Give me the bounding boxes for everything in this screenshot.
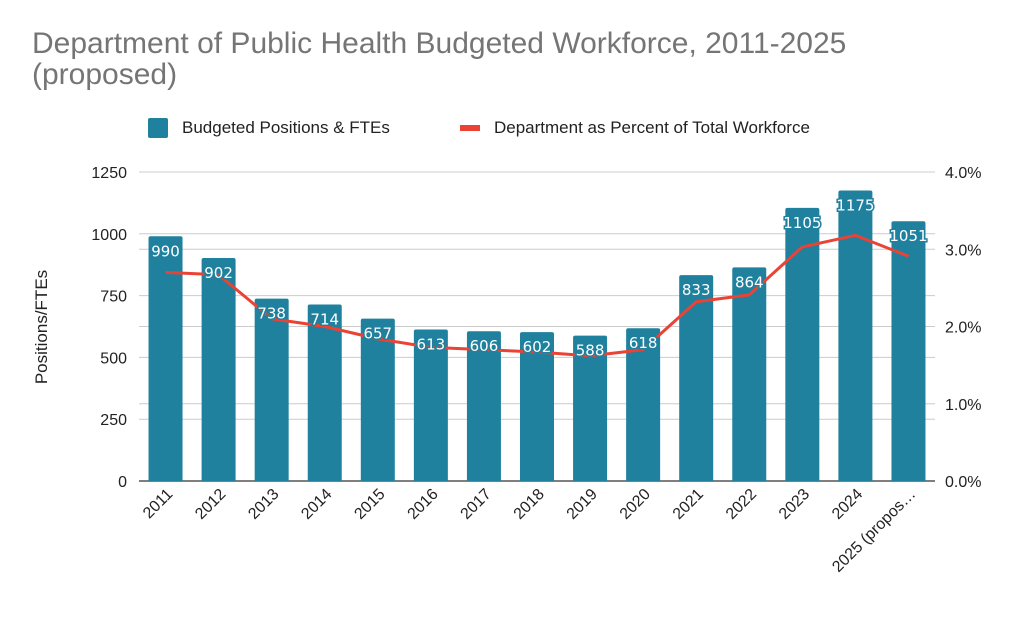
- bar: [413, 329, 448, 481]
- data-label: 588: [576, 342, 605, 360]
- x-tick-label: 2022: [723, 486, 760, 523]
- y-axis-right: 0.0% 1.0% 2.0% 3.0% 4.0%: [945, 165, 981, 491]
- data-label: 1051: [889, 227, 927, 245]
- y-tick-label: 750: [100, 289, 127, 306]
- y-right-tick-label: 4.0%: [945, 165, 981, 182]
- percent-line: [165, 233, 910, 358]
- y-tick-label: 1000: [91, 227, 127, 244]
- bar: [520, 332, 554, 481]
- data-labels: 990 902 738 714 657 613 606 602 588 618 833 864 1105…: [150, 195, 929, 361]
- legend-item-percent[interactable]: Department as Percent of Total Workforce: [460, 118, 810, 138]
- x-tick-label: 2018: [511, 486, 548, 523]
- x-tick-label: 2020: [617, 486, 654, 523]
- bar: [626, 328, 661, 481]
- legend-label-percent: Department as Percent of Total Workforce: [494, 118, 810, 137]
- x-tick-label: 2013: [245, 486, 282, 523]
- x-tick-label: 2021: [670, 486, 707, 523]
- data-label: 657: [363, 325, 392, 343]
- bar: [307, 304, 342, 481]
- bar: [891, 221, 926, 481]
- legend-label-positions: Budgeted Positions & FTEs: [182, 118, 390, 137]
- y-axis-title: Positions/FTEs: [32, 270, 51, 384]
- bar: [838, 190, 873, 482]
- data-label: 833: [682, 281, 711, 299]
- x-tick-label: 2014: [298, 486, 335, 523]
- data-label: 864: [735, 273, 764, 291]
- bar-series: [148, 190, 926, 482]
- data-label: 618: [629, 334, 658, 352]
- bar: [466, 331, 501, 481]
- x-tick-label: 2012: [192, 486, 229, 523]
- bar: [201, 258, 236, 481]
- bar: [732, 267, 767, 481]
- data-label: 990: [151, 242, 180, 260]
- legend: Budgeted Positions & FTEs Department as …: [0, 118, 1024, 142]
- x-tick-label: 2016: [405, 486, 442, 523]
- bar: [254, 298, 289, 481]
- y-right-tick-label: 0.0%: [945, 474, 981, 491]
- y-tick-label: 500: [100, 350, 127, 367]
- chart-title: Department of Public Health Budgeted Wor…: [32, 27, 847, 91]
- legend-item-positions[interactable]: Budgeted Positions & FTEs: [148, 118, 390, 138]
- x-tick-label: 2019: [564, 486, 601, 523]
- y-tick-label: 250: [100, 412, 127, 429]
- x-axis: 2011 2012 2013 2014 2015 2016 2017 2018 2019 2020…: [140, 486, 919, 576]
- data-label: 902: [204, 264, 233, 282]
- legend-swatch-bar: [148, 118, 168, 138]
- legend-swatch-line: [460, 125, 480, 131]
- bar: [360, 318, 395, 481]
- y-right-tick-label: 2.0%: [945, 320, 981, 337]
- bar: [573, 335, 608, 481]
- data-label: 606: [470, 337, 499, 355]
- y-right-tick-label: 1.0%: [945, 397, 981, 414]
- data-label: 1105: [783, 214, 821, 232]
- bar: [679, 275, 714, 481]
- x-tick-label: 2023: [776, 486, 813, 523]
- y-tick-label: 1250: [91, 165, 127, 182]
- data-label: 714: [310, 310, 339, 328]
- bar: [785, 207, 820, 481]
- line-series: [165, 233, 910, 358]
- data-label: 1175: [836, 197, 874, 215]
- bar: [148, 236, 183, 481]
- data-label: 613: [417, 335, 446, 353]
- data-label: 602: [523, 338, 552, 356]
- y-axis-left: 0 250 500 750 1000 1250: [91, 165, 127, 491]
- y-tick-label: 0: [118, 474, 127, 491]
- x-tick-label: 2024: [829, 486, 866, 523]
- x-tick-label: 2015: [351, 486, 388, 523]
- data-label: 738: [257, 305, 286, 323]
- x-tick-label: 2017: [458, 486, 495, 523]
- x-tick-label: 2011: [140, 486, 176, 522]
- y-right-tick-label: 3.0%: [945, 242, 981, 259]
